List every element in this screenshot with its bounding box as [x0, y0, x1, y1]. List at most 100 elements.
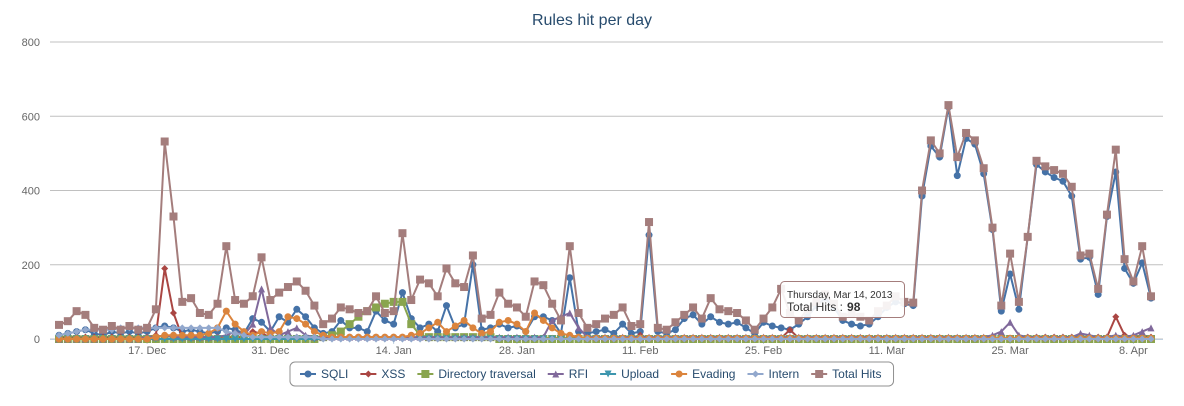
data-point: [151, 305, 160, 314]
data-point: [116, 325, 125, 334]
legend-item[interactable]: SQLI: [300, 367, 348, 381]
data-point: [169, 331, 177, 339]
data-point: [865, 316, 874, 325]
data-point: [724, 335, 732, 343]
data-point: [205, 324, 213, 332]
data-point: [258, 318, 266, 326]
legend-item[interactable]: Intern: [747, 367, 799, 381]
data-point: [1076, 251, 1085, 260]
data-point: [125, 335, 133, 343]
data-point: [1111, 145, 1120, 154]
legend-item[interactable]: XSS: [360, 367, 405, 381]
data-point: [892, 335, 900, 343]
data-point: [460, 335, 468, 343]
data-point: [73, 335, 81, 343]
data-point: [425, 335, 433, 343]
data-point: [398, 335, 406, 343]
data-point: [302, 320, 310, 328]
data-point: [152, 324, 160, 332]
data-point: [997, 301, 1006, 310]
data-point: [258, 328, 266, 336]
data-point: [117, 335, 125, 343]
tooltip-value: 98: [847, 300, 861, 314]
data-point: [63, 317, 72, 326]
data-point: [231, 329, 239, 337]
data-point: [345, 320, 354, 329]
data-point: [266, 329, 274, 337]
legend-item[interactable]: RFI: [547, 367, 588, 381]
data-point: [883, 335, 891, 343]
legend-label: Evading: [692, 367, 735, 381]
data-point: [1147, 324, 1155, 332]
data-point: [504, 299, 513, 308]
data-point: [504, 324, 512, 332]
data-point: [231, 296, 240, 305]
legend-item[interactable]: Total Hits: [811, 367, 882, 381]
data-point: [72, 307, 81, 316]
legend-label: XSS: [381, 367, 405, 381]
legend-item[interactable]: Evading: [671, 367, 735, 381]
data-point: [460, 283, 469, 292]
data-point: [442, 264, 451, 273]
data-point: [442, 335, 450, 343]
data-point: [1059, 177, 1067, 185]
data-point: [169, 309, 177, 317]
y-tick-label: 0: [34, 334, 40, 346]
data-point: [609, 310, 618, 319]
data-point: [487, 328, 495, 336]
legend-item[interactable]: Directory traversal: [417, 367, 536, 381]
data-point: [619, 320, 627, 328]
data-point: [1085, 249, 1094, 258]
data-point: [249, 333, 257, 341]
data-point: [398, 289, 406, 297]
data-point: [275, 288, 284, 297]
data-point: [601, 314, 609, 323]
data-point: [733, 318, 741, 326]
data-point: [548, 324, 556, 332]
data-point: [531, 309, 539, 317]
data-point: [988, 335, 996, 343]
data-point: [970, 136, 979, 145]
data-point: [143, 323, 152, 332]
data-point: [821, 335, 829, 343]
data-point: [706, 294, 715, 303]
data-point: [768, 322, 776, 330]
data-point: [627, 322, 636, 331]
legend-box: [289, 361, 895, 387]
data-point: [310, 333, 318, 341]
data-point: [125, 322, 134, 331]
series-line: [58, 104, 1152, 331]
data-point: [1121, 264, 1129, 272]
data-point: [240, 335, 248, 343]
legend-symbol: [815, 370, 824, 378]
data-point: [213, 299, 222, 308]
data-point: [337, 316, 345, 324]
legend-label: Total Hits: [832, 367, 881, 381]
data-point: [521, 312, 530, 321]
data-point: [856, 335, 864, 343]
data-point: [284, 313, 292, 321]
data-point: [442, 302, 450, 310]
data-point: [337, 335, 345, 343]
data-point: [645, 218, 654, 227]
data-point: [997, 328, 1005, 336]
data-point: [645, 335, 653, 343]
data-point: [565, 242, 574, 251]
data-point: [697, 314, 706, 323]
data-point: [786, 335, 794, 343]
legend-item[interactable]: Upload: [600, 367, 659, 381]
data-point: [707, 335, 715, 343]
data-point: [1050, 174, 1058, 182]
data-point: [495, 318, 503, 326]
data-point: [557, 329, 565, 337]
data-point: [935, 149, 944, 158]
x-tick-label: 17. Dec: [128, 345, 166, 357]
data-point: [107, 322, 116, 331]
data-point: [416, 324, 424, 332]
legend-symbol: [751, 370, 759, 378]
data-point: [301, 286, 310, 295]
data-point: [495, 335, 503, 343]
tooltip-label: Total Hits :: [787, 300, 843, 314]
data-point: [222, 242, 231, 251]
data-point: [424, 279, 433, 288]
